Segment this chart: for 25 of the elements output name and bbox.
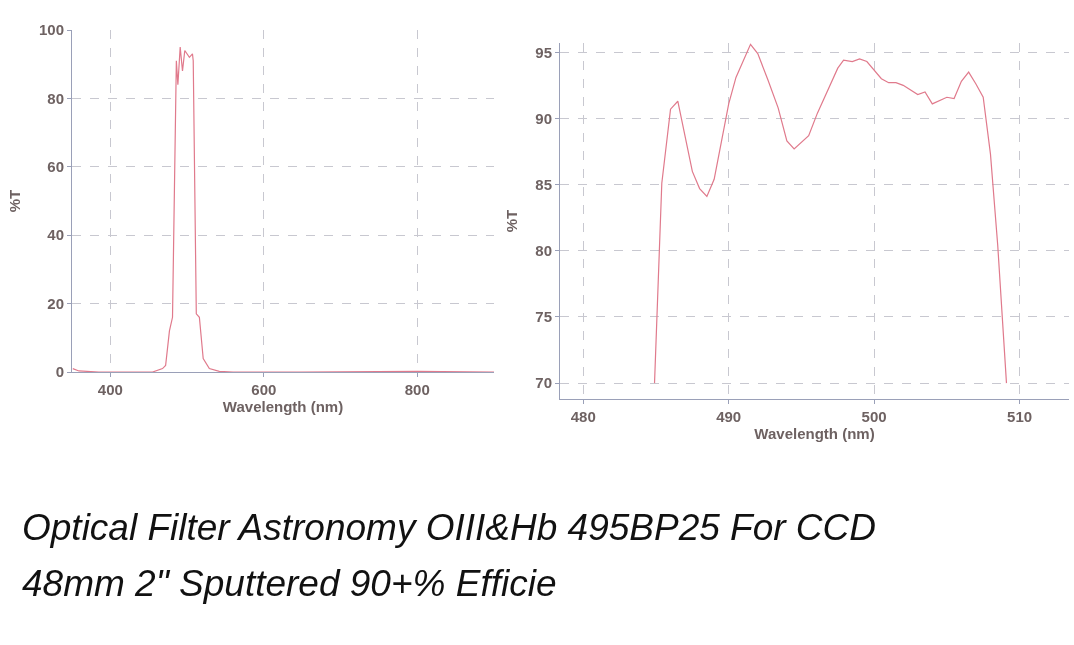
y-tick-label: 95 bbox=[535, 43, 552, 61]
x-axis-title: Wavelength (nm) bbox=[754, 425, 875, 442]
y-tick-label: 70 bbox=[535, 374, 552, 392]
line-series bbox=[653, 43, 1008, 384]
y-tick-label: 90 bbox=[535, 109, 552, 127]
y-tick-label: 0 bbox=[55, 363, 64, 381]
y-tick-label: 100 bbox=[38, 21, 64, 39]
y-axis-title: %T bbox=[6, 189, 24, 213]
y-tick-label: 75 bbox=[535, 308, 552, 326]
y-tick-label: 40 bbox=[47, 226, 64, 244]
x-tick-label: 490 bbox=[716, 408, 742, 425]
x-tick-label: 480 bbox=[570, 408, 596, 425]
y-axis-title: %T bbox=[502, 209, 520, 233]
x-tick-label: 510 bbox=[1007, 408, 1033, 425]
x-tick-label: 600 bbox=[251, 381, 277, 398]
x-tick-label: 400 bbox=[97, 381, 123, 398]
y-tick-label: 20 bbox=[47, 294, 64, 312]
x-axis-title: Wavelength (nm) bbox=[222, 398, 344, 415]
x-tick-label: 800 bbox=[404, 381, 430, 398]
x-tick-label: 500 bbox=[861, 408, 887, 425]
y-tick-label: 85 bbox=[535, 175, 552, 193]
y-tick-label: 80 bbox=[47, 89, 64, 107]
text: Optical Filter Astronomy OIII&Hb 495BP25 For CCD 48mm 2" Sputtered 90+% Efficie bbox=[22, 506, 878, 606]
y-tick-label: 80 bbox=[535, 242, 552, 260]
y-tick-label: 60 bbox=[47, 158, 64, 176]
